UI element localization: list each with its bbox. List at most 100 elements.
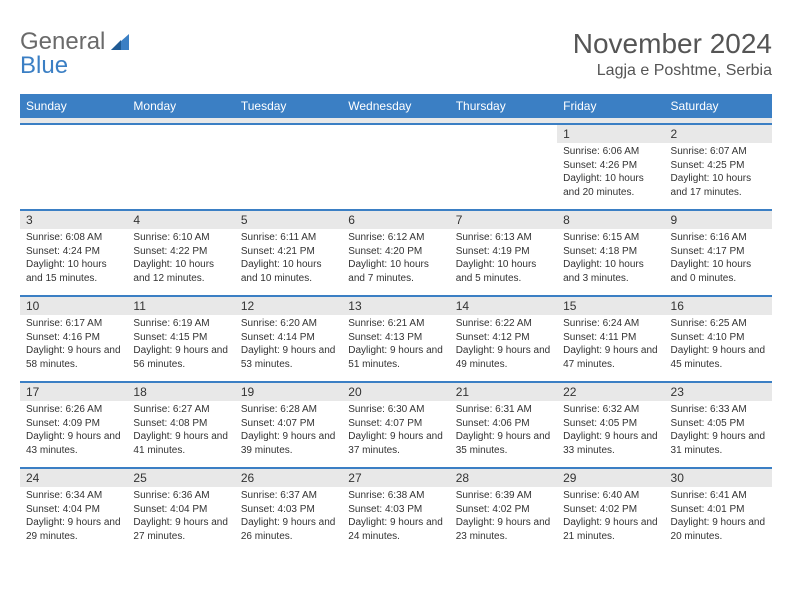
daylight-text: Daylight: 10 hours and 20 minutes. xyxy=(563,172,658,199)
day-cell: 10Sunrise: 6:17 AMSunset: 4:16 PMDayligh… xyxy=(20,296,127,382)
day-cell: 4Sunrise: 6:10 AMSunset: 4:22 PMDaylight… xyxy=(127,210,234,296)
day-number: 23 xyxy=(665,383,772,401)
day-number: 7 xyxy=(450,211,557,229)
day-cell: 12Sunrise: 6:20 AMSunset: 4:14 PMDayligh… xyxy=(235,296,342,382)
day-cell xyxy=(450,124,557,210)
day-cell xyxy=(235,124,342,210)
weekday-header: Saturday xyxy=(665,94,772,118)
day-number: 28 xyxy=(450,469,557,487)
day-cell: 13Sunrise: 6:21 AMSunset: 4:13 PMDayligh… xyxy=(342,296,449,382)
day-details: Sunrise: 6:13 AMSunset: 4:19 PMDaylight:… xyxy=(450,229,557,289)
sunrise-text: Sunrise: 6:21 AM xyxy=(348,317,443,331)
sunset-text: Sunset: 4:02 PM xyxy=(563,503,658,517)
day-cell: 7Sunrise: 6:13 AMSunset: 4:19 PMDaylight… xyxy=(450,210,557,296)
day-details: Sunrise: 6:30 AMSunset: 4:07 PMDaylight:… xyxy=(342,401,449,461)
week-row: 10Sunrise: 6:17 AMSunset: 4:16 PMDayligh… xyxy=(20,296,772,382)
day-details: Sunrise: 6:16 AMSunset: 4:17 PMDaylight:… xyxy=(665,229,772,289)
day-number: 29 xyxy=(557,469,664,487)
day-details: Sunrise: 6:20 AMSunset: 4:14 PMDaylight:… xyxy=(235,315,342,375)
day-cell: 27Sunrise: 6:38 AMSunset: 4:03 PMDayligh… xyxy=(342,468,449,554)
day-number: 17 xyxy=(20,383,127,401)
day-details: Sunrise: 6:25 AMSunset: 4:10 PMDaylight:… xyxy=(665,315,772,375)
day-number: 11 xyxy=(127,297,234,315)
sunrise-text: Sunrise: 6:33 AM xyxy=(671,403,766,417)
daylight-text: Daylight: 10 hours and 5 minutes. xyxy=(456,258,551,285)
sunrise-text: Sunrise: 6:27 AM xyxy=(133,403,228,417)
day-details: Sunrise: 6:39 AMSunset: 4:02 PMDaylight:… xyxy=(450,487,557,547)
day-details: Sunrise: 6:33 AMSunset: 4:05 PMDaylight:… xyxy=(665,401,772,461)
day-number: 15 xyxy=(557,297,664,315)
sunrise-text: Sunrise: 6:10 AM xyxy=(133,231,228,245)
sunrise-text: Sunrise: 6:41 AM xyxy=(671,489,766,503)
sunset-text: Sunset: 4:12 PM xyxy=(456,331,551,345)
day-details: Sunrise: 6:32 AMSunset: 4:05 PMDaylight:… xyxy=(557,401,664,461)
day-details: Sunrise: 6:07 AMSunset: 4:25 PMDaylight:… xyxy=(665,143,772,203)
daylight-text: Daylight: 9 hours and 23 minutes. xyxy=(456,516,551,543)
week-row: 3Sunrise: 6:08 AMSunset: 4:24 PMDaylight… xyxy=(20,210,772,296)
day-details: Sunrise: 6:26 AMSunset: 4:09 PMDaylight:… xyxy=(20,401,127,461)
sunrise-text: Sunrise: 6:17 AM xyxy=(26,317,121,331)
daylight-text: Daylight: 9 hours and 39 minutes. xyxy=(241,430,336,457)
sunset-text: Sunset: 4:21 PM xyxy=(241,245,336,259)
day-cell: 19Sunrise: 6:28 AMSunset: 4:07 PMDayligh… xyxy=(235,382,342,468)
day-details: Sunrise: 6:27 AMSunset: 4:08 PMDaylight:… xyxy=(127,401,234,461)
sunset-text: Sunset: 4:25 PM xyxy=(671,159,766,173)
day-cell: 3Sunrise: 6:08 AMSunset: 4:24 PMDaylight… xyxy=(20,210,127,296)
sunrise-text: Sunrise: 6:39 AM xyxy=(456,489,551,503)
day-cell xyxy=(342,124,449,210)
sunrise-text: Sunrise: 6:40 AM xyxy=(563,489,658,503)
day-details: Sunrise: 6:22 AMSunset: 4:12 PMDaylight:… xyxy=(450,315,557,375)
day-details: Sunrise: 6:40 AMSunset: 4:02 PMDaylight:… xyxy=(557,487,664,547)
sunrise-text: Sunrise: 6:15 AM xyxy=(563,231,658,245)
daylight-text: Daylight: 9 hours and 53 minutes. xyxy=(241,344,336,371)
day-number: 21 xyxy=(450,383,557,401)
day-number: 8 xyxy=(557,211,664,229)
weekday-header-row: Sunday Monday Tuesday Wednesday Thursday… xyxy=(20,94,772,118)
daylight-text: Daylight: 10 hours and 0 minutes. xyxy=(671,258,766,285)
day-number: 27 xyxy=(342,469,449,487)
sunrise-text: Sunrise: 6:24 AM xyxy=(563,317,658,331)
day-number: 5 xyxy=(235,211,342,229)
daylight-text: Daylight: 9 hours and 49 minutes. xyxy=(456,344,551,371)
weekday-header: Thursday xyxy=(450,94,557,118)
day-details: Sunrise: 6:06 AMSunset: 4:26 PMDaylight:… xyxy=(557,143,664,203)
sunset-text: Sunset: 4:03 PM xyxy=(348,503,443,517)
sunrise-text: Sunrise: 6:32 AM xyxy=(563,403,658,417)
sunset-text: Sunset: 4:01 PM xyxy=(671,503,766,517)
sunset-text: Sunset: 4:03 PM xyxy=(241,503,336,517)
daylight-text: Daylight: 9 hours and 43 minutes. xyxy=(26,430,121,457)
daylight-text: Daylight: 9 hours and 37 minutes. xyxy=(348,430,443,457)
sunrise-text: Sunrise: 6:22 AM xyxy=(456,317,551,331)
day-number: 18 xyxy=(127,383,234,401)
calendar-table: Sunday Monday Tuesday Wednesday Thursday… xyxy=(20,94,772,554)
day-cell xyxy=(20,124,127,210)
day-details: Sunrise: 6:10 AMSunset: 4:22 PMDaylight:… xyxy=(127,229,234,289)
sunrise-text: Sunrise: 6:34 AM xyxy=(26,489,121,503)
day-details: Sunrise: 6:41 AMSunset: 4:01 PMDaylight:… xyxy=(665,487,772,547)
day-number: 6 xyxy=(342,211,449,229)
day-details: Sunrise: 6:17 AMSunset: 4:16 PMDaylight:… xyxy=(20,315,127,375)
sunset-text: Sunset: 4:08 PM xyxy=(133,417,228,431)
day-number: 24 xyxy=(20,469,127,487)
sunrise-text: Sunrise: 6:19 AM xyxy=(133,317,228,331)
day-number: 26 xyxy=(235,469,342,487)
day-cell: 6Sunrise: 6:12 AMSunset: 4:20 PMDaylight… xyxy=(342,210,449,296)
day-number: 19 xyxy=(235,383,342,401)
day-cell: 11Sunrise: 6:19 AMSunset: 4:15 PMDayligh… xyxy=(127,296,234,382)
sunset-text: Sunset: 4:13 PM xyxy=(348,331,443,345)
sunset-text: Sunset: 4:15 PM xyxy=(133,331,228,345)
daylight-text: Daylight: 9 hours and 47 minutes. xyxy=(563,344,658,371)
sunset-text: Sunset: 4:04 PM xyxy=(26,503,121,517)
sunrise-text: Sunrise: 6:38 AM xyxy=(348,489,443,503)
day-cell: 22Sunrise: 6:32 AMSunset: 4:05 PMDayligh… xyxy=(557,382,664,468)
daylight-text: Daylight: 9 hours and 41 minutes. xyxy=(133,430,228,457)
header: General November 2024 Lagja e Poshtme, S… xyxy=(20,28,772,80)
day-number: 14 xyxy=(450,297,557,315)
day-number: 12 xyxy=(235,297,342,315)
day-cell: 24Sunrise: 6:34 AMSunset: 4:04 PMDayligh… xyxy=(20,468,127,554)
day-number: 2 xyxy=(665,125,772,143)
day-cell: 14Sunrise: 6:22 AMSunset: 4:12 PMDayligh… xyxy=(450,296,557,382)
day-number: 4 xyxy=(127,211,234,229)
day-cell: 18Sunrise: 6:27 AMSunset: 4:08 PMDayligh… xyxy=(127,382,234,468)
sunset-text: Sunset: 4:06 PM xyxy=(456,417,551,431)
